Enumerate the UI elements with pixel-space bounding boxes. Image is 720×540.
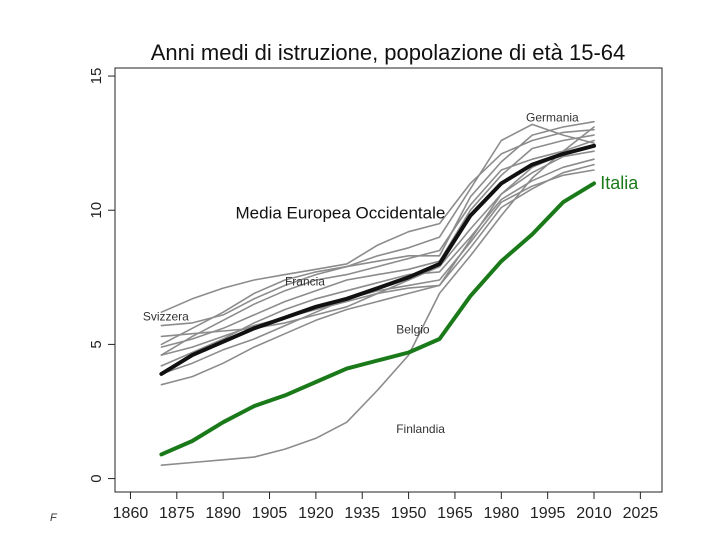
chart-title: Anni medi di istruzione, popolazione di … (151, 40, 626, 65)
x-axis: 1860 1875 1890 1905 1920 1935 1950 1965 1980 1995… (113, 492, 659, 522)
x-tick-label-1965: 1965 (437, 505, 473, 522)
series-line-finlandia (160, 126, 595, 467)
x-tick-label-1890: 1890 (205, 505, 241, 522)
series-line-francia (160, 139, 595, 356)
series-line-paese-e (160, 169, 595, 375)
annotation-belgio: Belgio (396, 323, 430, 337)
annotation-svizzera: Svizzera (143, 309, 189, 323)
x-tick-label-2025: 2025 (623, 505, 659, 522)
y-tick-label-10: 10 (88, 202, 105, 219)
series-layer (159, 120, 596, 467)
plot-frame (114, 67, 663, 493)
y-tick-label-5: 5 (88, 340, 105, 348)
series-line-germania (160, 123, 595, 327)
y-axis: 0 5 10 15 (88, 68, 115, 483)
annotation-media-europea-occidentale: Media Europea Occidentale (236, 203, 446, 222)
x-tick-label-1860: 1860 (113, 505, 149, 522)
annotation-italia: Italia (600, 173, 639, 193)
annotation-germania: Germania (526, 111, 579, 125)
series-line-paese-a (160, 163, 595, 386)
annotation-francia: Francia (285, 274, 325, 288)
x-tick-label-2010: 2010 (576, 505, 612, 522)
annotation-layer: Germania Italia Media Europea Occidentale F… (143, 111, 639, 436)
series-line-paese-f (160, 145, 595, 356)
series-line-belgio (160, 150, 595, 338)
annotation-finlandia: Finlandia (396, 422, 445, 436)
x-tick-label-1980: 1980 (484, 505, 520, 522)
series-line-paese-c (160, 134, 595, 348)
x-tick-label-1875: 1875 (159, 505, 195, 522)
x-tick-label-1905: 1905 (252, 505, 288, 522)
x-tick-label-1950: 1950 (391, 505, 427, 522)
series-line-media-europea-occidentale (159, 143, 596, 376)
y-tick-label-15: 15 (88, 68, 105, 85)
x-tick-label-1920: 1920 (298, 505, 334, 522)
footer-mark: F (50, 512, 58, 524)
series-line-paese-d (160, 120, 595, 346)
x-tick-label-1935: 1935 (344, 505, 380, 522)
y-tick-label-0: 0 (88, 474, 105, 482)
series-line-italia (159, 181, 596, 457)
x-tick-label-1995: 1995 (530, 505, 566, 522)
